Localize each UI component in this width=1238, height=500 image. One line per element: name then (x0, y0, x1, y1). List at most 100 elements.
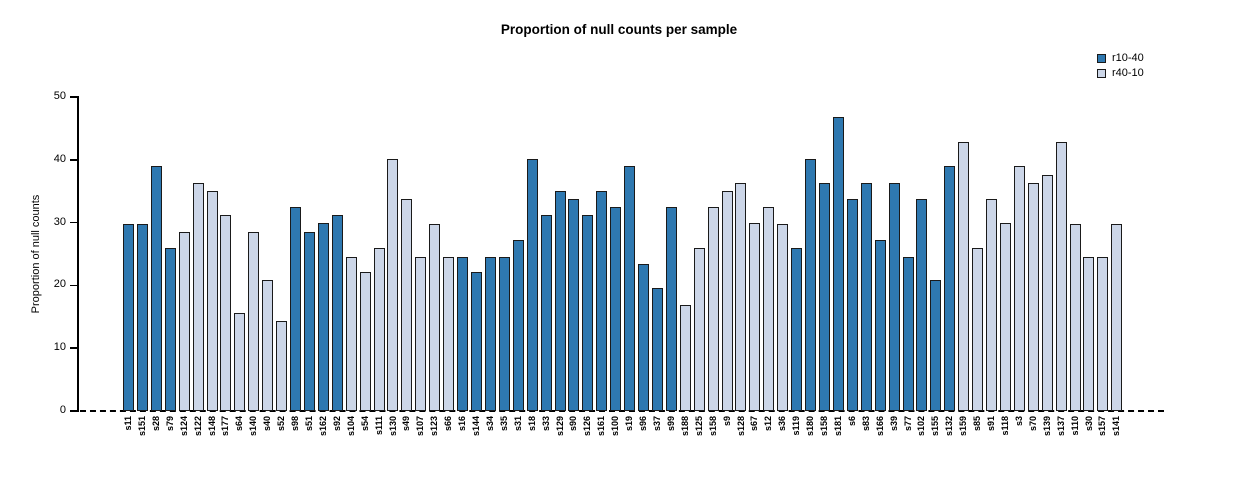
x-tick-label-s158: s158 (707, 416, 718, 437)
bar-s37 (651, 287, 663, 411)
bar-s158 (707, 206, 719, 411)
x-tick-label-s64: s64 (234, 416, 245, 432)
bar-s111 (373, 247, 385, 411)
bar-s123 (429, 223, 441, 411)
legend-item-r10-40: r10-40 (1097, 52, 1144, 64)
bar-s11 (123, 223, 134, 411)
bar-s33 (540, 215, 552, 411)
bar-s158 (819, 183, 830, 411)
bar-s118 (999, 223, 1011, 411)
bar-s3 (1013, 166, 1025, 411)
x-tick-label-s91: s91 (986, 416, 996, 432)
bar-s144 (471, 272, 482, 411)
x-tick-label-s36: s36 (777, 416, 788, 432)
x-tick-label-s129: s129 (554, 416, 565, 437)
bar-s124 (178, 232, 190, 411)
x-tick-label-s148: s148 (206, 416, 217, 437)
x-tick-label-s19: s19 (624, 416, 635, 432)
legend-label-r40-10: r40-10 (1112, 67, 1144, 79)
bar-s100 (610, 206, 622, 411)
x-tick-label-s100: s100 (610, 416, 621, 437)
bar-s16 (457, 257, 469, 411)
bar-s6 (846, 198, 858, 411)
bar-s125 (693, 247, 705, 411)
y-tick-mark-20 (70, 284, 77, 287)
bar-s34 (484, 257, 496, 411)
bar-s159 (958, 142, 970, 411)
bar-s181 (832, 117, 844, 411)
bar-s91 (986, 198, 998, 411)
x-tick-label-s158: s158 (819, 416, 829, 437)
x-tick-label-s137: s137 (1055, 416, 1066, 437)
y-tick-mark-10 (70, 347, 77, 349)
bar-s139 (1041, 174, 1053, 411)
x-tick-label-s144: s144 (471, 416, 481, 437)
y-tick-label-40: 40 (53, 152, 66, 165)
x-tick-label-s90: s90 (568, 416, 579, 432)
chart-title: Proportion of null counts per sample (500, 22, 738, 37)
x-tick-label-s85: s85 (972, 416, 983, 432)
bar-s31 (512, 240, 524, 411)
x-tick-label-s128: s128 (735, 416, 746, 437)
bar-s177 (220, 215, 232, 411)
x-tick-label-s35: s35 (498, 416, 509, 432)
x-tick-label-s18: s18 (526, 416, 537, 432)
y-tick-label-50: 50 (53, 90, 66, 102)
x-tick-label-s77: s77 (902, 416, 913, 432)
bar-s126 (582, 215, 594, 411)
x-tick-label-s162: s162 (317, 416, 328, 437)
plot-area: s11 s151 s28 s79 s124 s122 s148 s177 s64 s140 s40 s… (85, 97, 1145, 436)
x-tick-label-s31: s31 (512, 416, 523, 432)
x-tick-label-s140: s140 (248, 416, 259, 437)
bar-s162 (317, 223, 329, 411)
bar-s67 (749, 223, 761, 411)
x-tick-label-s9: s9 (721, 416, 732, 427)
x-tick-label-s67: s67 (749, 416, 760, 432)
x-tick-label-s96: s96 (638, 416, 648, 432)
x-tick-label-s130: s130 (387, 416, 398, 437)
legend-swatch-r40-10 (1097, 68, 1106, 78)
bar-s64 (234, 313, 246, 411)
x-tick-label-s66: s66 (443, 416, 454, 432)
x-tick-label-s104: s104 (345, 416, 356, 437)
bar-s83 (860, 183, 872, 411)
bar-s12 (763, 206, 775, 411)
legend-swatch-r10-40 (1097, 53, 1106, 63)
x-tick-label-s28: s28 (150, 416, 161, 432)
y-tick-mark-50 (70, 96, 77, 98)
x-tick-label-s51: s51 (304, 416, 314, 432)
x-tick-label-s122: s122 (192, 416, 203, 437)
x-tick-label-s40: s40 (262, 416, 273, 432)
y-tick-label-30: 30 (53, 215, 66, 228)
x-tick-label-s188: s188 (679, 416, 690, 437)
legend-label-r10-40: r10-40 (1112, 52, 1144, 64)
x-tick-label-s39: s39 (888, 416, 899, 432)
bar-s18 (526, 159, 538, 411)
x-tick-label-s161: s161 (596, 416, 607, 437)
x-tick-label-s98: s98 (290, 416, 300, 432)
bar-s148 (206, 191, 218, 411)
x-tick-label-s37: s37 (652, 416, 662, 432)
x-tick-label-s16: s16 (457, 416, 468, 432)
x-tick-label-s11: s11 (123, 416, 133, 431)
bar-s151 (136, 223, 148, 411)
x-tick-label-s125: s125 (693, 416, 704, 437)
bar-s77 (902, 257, 914, 411)
bar-s129 (554, 191, 566, 411)
x-tick-label-s12: s12 (763, 416, 774, 432)
x-tick-label-s119: s119 (791, 416, 802, 436)
x-tick-label-s141: s141 (1111, 416, 1122, 437)
legend-item-r40-10: r40-10 (1097, 67, 1144, 79)
x-tick-label-s70: s70 (1027, 416, 1038, 432)
legend: r10-40 r40-10 (1097, 52, 1144, 82)
bar-s102 (916, 198, 928, 411)
bar-s161 (596, 191, 608, 411)
bar-s96 (638, 264, 650, 411)
x-tick-label-s79: s79 (164, 416, 175, 432)
x-tick-label-s33: s33 (540, 416, 551, 432)
y-tick-label-0: 0 (59, 404, 66, 416)
bar-s36 (777, 223, 789, 411)
x-tick-label-s83: s83 (860, 416, 871, 432)
x-tick-label-s30: s30 (1083, 416, 1094, 432)
